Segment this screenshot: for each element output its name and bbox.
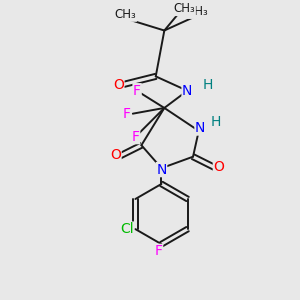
Text: N: N	[182, 84, 193, 98]
Text: O: O	[213, 160, 224, 174]
Text: N: N	[156, 163, 167, 177]
Text: N: N	[195, 121, 206, 135]
Text: O: O	[110, 148, 121, 162]
Text: CH₃: CH₃	[173, 2, 195, 16]
Text: H: H	[211, 115, 221, 129]
Text: F: F	[154, 244, 163, 258]
Text: F: F	[123, 107, 131, 121]
Text: CH₃: CH₃	[115, 8, 136, 21]
Text: F: F	[132, 130, 140, 144]
Text: O: O	[113, 78, 124, 92]
Text: F: F	[133, 84, 141, 98]
Text: CH₃: CH₃	[186, 5, 208, 18]
Text: H: H	[202, 78, 212, 92]
Text: Cl: Cl	[120, 222, 134, 236]
